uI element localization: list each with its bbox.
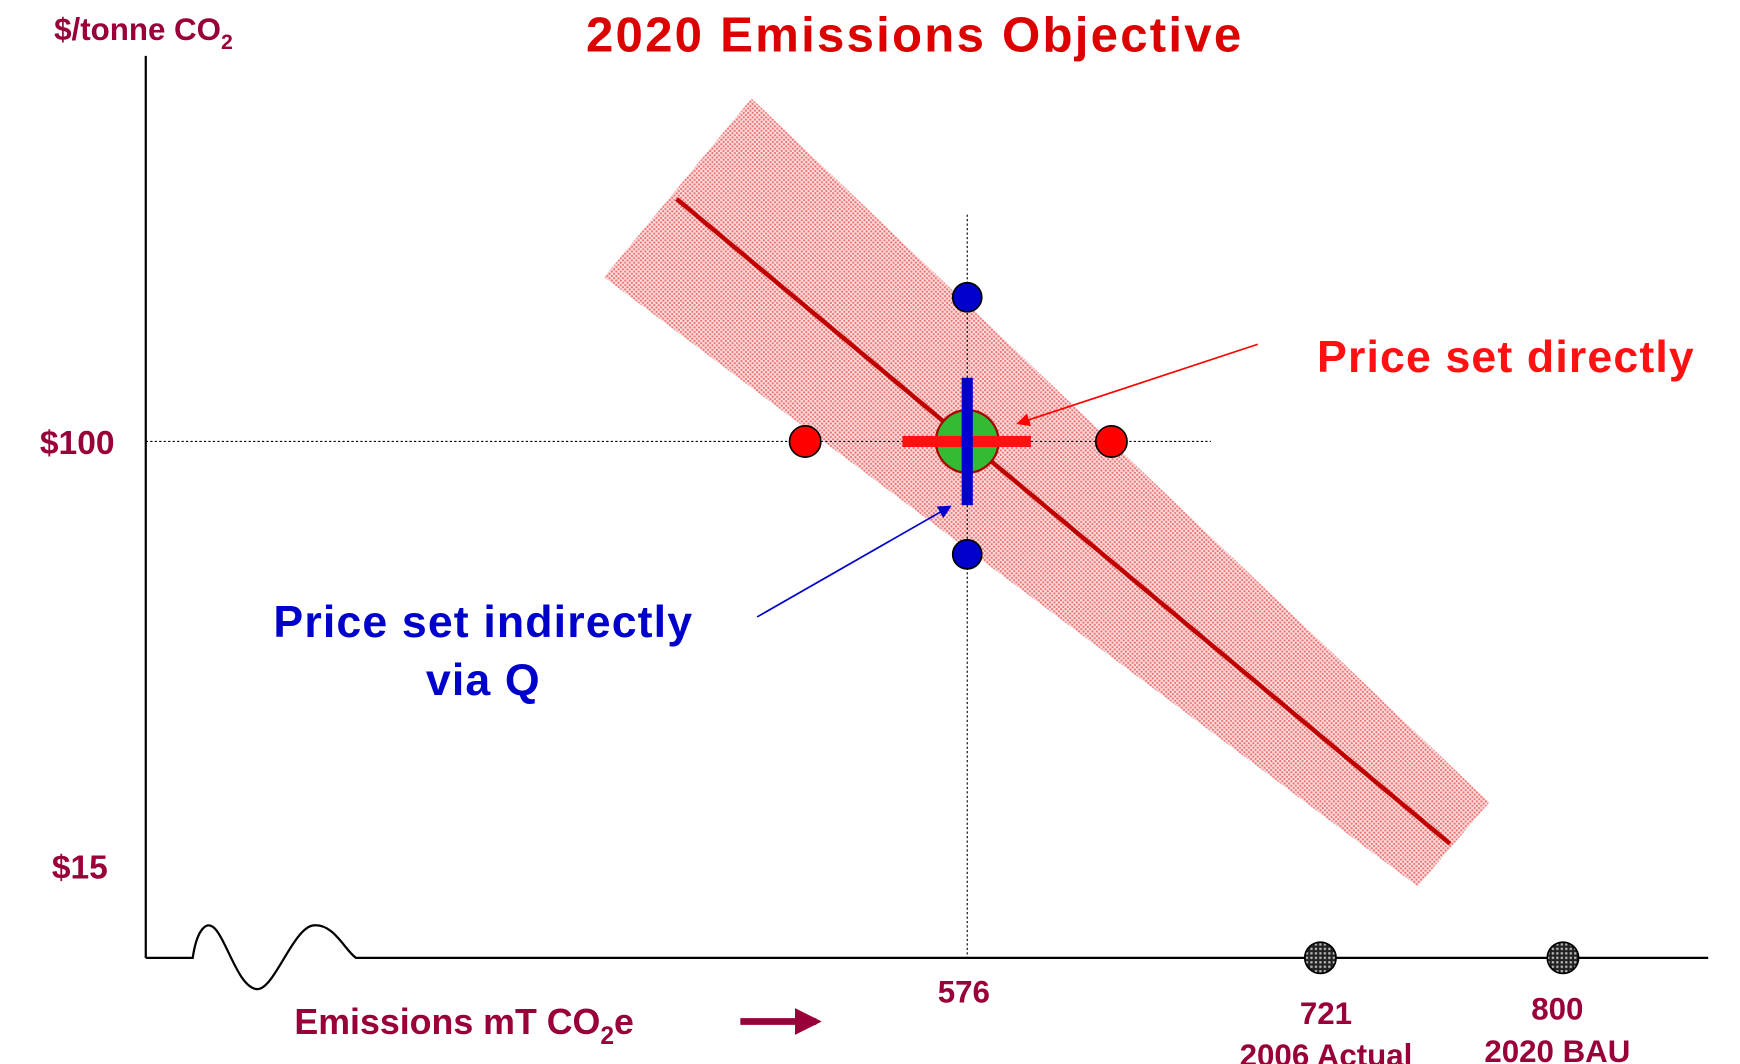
x-tick-label: 800 xyxy=(1531,991,1583,1026)
y-axis-label-main: $/tonne CO xyxy=(54,12,221,47)
demand-line xyxy=(675,197,1452,846)
title: 2020 Emissions Objective xyxy=(586,7,1244,62)
arrow-indirect xyxy=(756,505,952,618)
y-tick-label: $15 xyxy=(52,849,108,886)
y-tick-label: $100 xyxy=(40,425,115,462)
reference-point xyxy=(1303,941,1337,975)
quantity-bar xyxy=(961,377,973,506)
red-point xyxy=(788,424,822,458)
x-axis-label: Emissions mT CO2e xyxy=(294,1002,634,1050)
x-tick-label: 576 xyxy=(938,975,990,1010)
x-axis-label-sub: 2 xyxy=(600,1023,614,1050)
annotation-direct: Price set directly xyxy=(1317,333,1695,382)
x-tick-note: 2006 Actual xyxy=(1240,1038,1413,1064)
x-axis xyxy=(145,924,1709,991)
annotation-indirect: Price set indirectly xyxy=(273,598,693,647)
blue-point xyxy=(951,538,983,570)
x-tick-label: 721 xyxy=(1300,996,1352,1031)
x-tick-note: 2020 BAU xyxy=(1484,1034,1630,1064)
red-point xyxy=(1094,424,1128,458)
annotation-indirect: via Q xyxy=(426,656,541,705)
arrow-direct xyxy=(1016,343,1259,427)
y-axis-label: $/tonne CO2 xyxy=(54,12,233,54)
y-axis-label-sub: 2 xyxy=(221,31,233,54)
x-axis-label-end: e xyxy=(614,1002,634,1042)
blue-point xyxy=(951,281,983,313)
x-axis-label-main: Emissions mT CO xyxy=(294,1002,600,1042)
reference-point xyxy=(1546,941,1580,975)
